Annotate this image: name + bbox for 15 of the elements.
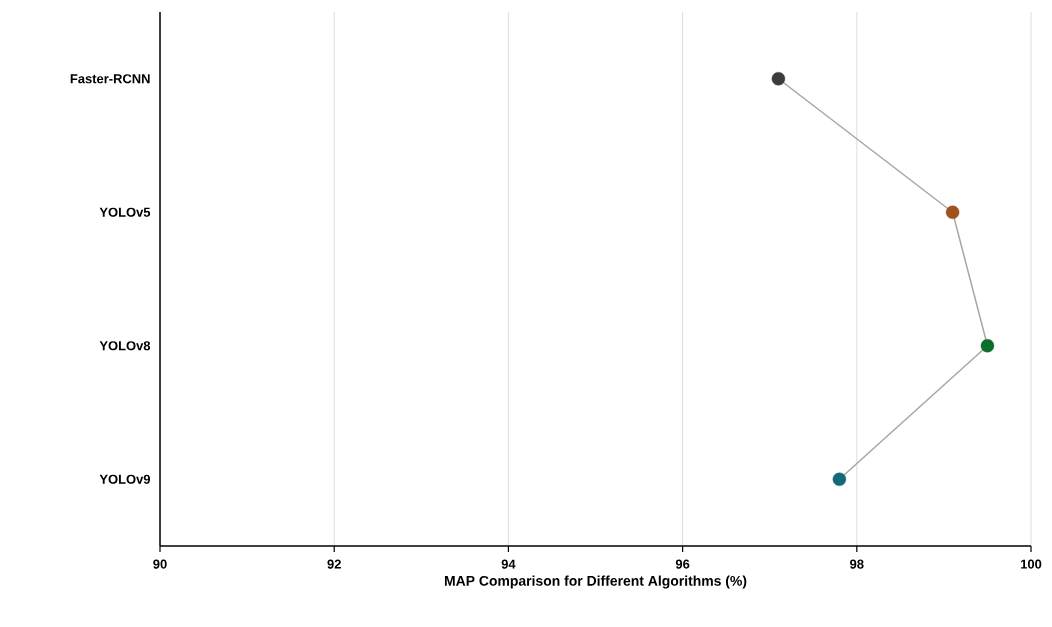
x-tick-label: 92: [327, 559, 341, 569]
y-tick-label: YOLOv5: [99, 207, 151, 217]
y-tick-label: YOLOv8: [99, 341, 151, 351]
x-axis-title: MAP Comparison for Different Algorithms (%): [444, 575, 747, 589]
y-tick-label: Faster-RCNN: [70, 74, 150, 84]
x-tick-label: 100: [1021, 559, 1042, 569]
x-tick-label: 94: [501, 559, 516, 569]
x-tick-label: 96: [675, 559, 690, 569]
point: [771, 72, 786, 86]
point: [980, 339, 995, 353]
x-tick-label: 90: [153, 559, 167, 569]
y-tick-label: YOLOv9: [99, 474, 151, 484]
x-tick-label: 98: [850, 559, 864, 569]
point: [832, 472, 847, 486]
point: [945, 205, 960, 219]
